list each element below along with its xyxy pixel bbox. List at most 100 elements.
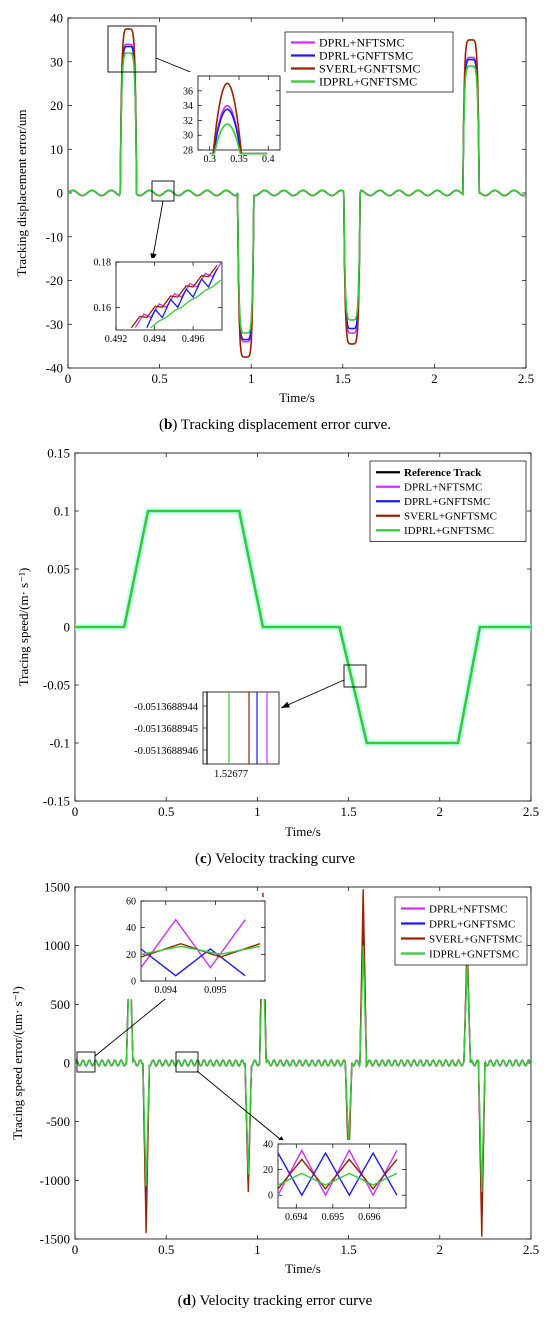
b-inset2-xtick-label: 0.492 — [105, 334, 128, 345]
b-inset1-ytick-label: 30 — [183, 131, 193, 142]
c-ytick-label: 0.1 — [54, 504, 70, 519]
d-ytick-label: -1000 — [40, 1173, 70, 1188]
caption-d: (d) Velocity tracking error curve — [177, 1293, 373, 1309]
d-legend-label: SVERL+GNFTSMC — [429, 933, 522, 945]
d-inset1-ytick-label: 20 — [126, 950, 136, 961]
b-inset2-frame — [115, 261, 223, 331]
d-inset2-xtick-label: 0.696 — [358, 1212, 381, 1223]
d-inset1-frame — [140, 900, 266, 982]
d-inset1-xtick-label: 0.094 — [155, 985, 178, 996]
c-ytick-label: -0.05 — [43, 678, 70, 693]
c-xtick-label: 0 — [72, 804, 79, 819]
b-inset2-ytick-label: 0.16 — [94, 303, 112, 314]
c-legend-label: Reference Track — [404, 467, 482, 479]
c-inset-ytick-label: -0.0513688945 — [134, 724, 198, 735]
c-xtick-label: 2.5 — [523, 804, 539, 819]
c-inset-xtick-label: 1.52677 — [214, 769, 248, 780]
d-inset2-ytick-label: 20 — [263, 1165, 273, 1176]
d-ytick-label: 500 — [51, 997, 71, 1012]
b-inset1-xtick-label: 0.4 — [262, 154, 275, 165]
b-xtick-label: 2.5 — [518, 371, 534, 386]
b-legend-label: SVERL+GNFTSMC — [319, 62, 420, 76]
b-xtick-label: 0 — [65, 371, 72, 386]
b-series-line — [67, 52, 527, 334]
d-inset1-xtick-label: 0.095 — [204, 985, 227, 996]
c-series-line — [75, 509, 531, 745]
c-legend-label: SVERL+GNFTSMC — [404, 511, 497, 523]
d-xtick-label: 0.5 — [158, 1242, 174, 1257]
d-inset1-ytick-label: 60 — [126, 897, 136, 908]
b-inset1-ytick-label: 36 — [183, 86, 193, 97]
b-inset2-line — [130, 265, 218, 329]
b-legend-label: IDPRL+GNFTSMC — [319, 75, 417, 89]
b-xtick-label: 1.5 — [335, 371, 351, 386]
d-xtick-label: 1 — [254, 1242, 261, 1257]
d-inset2-ytick-label: 0 — [268, 1191, 273, 1202]
b-ytick-label: 0 — [57, 186, 64, 201]
d-inset1-line — [140, 945, 261, 956]
b-ytick-label: -20 — [46, 273, 63, 288]
b-inset1-xtick-label: 0.3 — [203, 154, 216, 165]
b-ytick-label: -10 — [46, 229, 63, 244]
b-inset2-line — [146, 268, 218, 328]
d-inset2-xtick-label: 0.695 — [322, 1212, 345, 1223]
d-ytick-label: -1500 — [40, 1232, 70, 1247]
b-inset1-xtick-label: 0.35 — [230, 154, 248, 165]
c-inset-frame — [202, 691, 280, 765]
b-inset1-ytick-label: 32 — [183, 116, 193, 127]
c-ytick-label: 0.05 — [47, 562, 70, 577]
d-xtick-label: 1.5 — [340, 1242, 356, 1257]
b-ytick-label: -30 — [46, 317, 63, 332]
c-xtick-label: 1.5 — [340, 804, 356, 819]
b-inset1-line — [209, 123, 268, 155]
d-zoom-box-2 — [175, 1051, 199, 1073]
d-inset2-line — [277, 1172, 398, 1186]
d-inset1-line — [140, 918, 246, 969]
d-zoom-arrow-2 — [196, 1070, 287, 1145]
d-ytick-label: 0 — [64, 1056, 71, 1071]
b-inset1-bg — [164, 72, 286, 172]
caption-b: (b) Tracking displacement error curve. — [158, 417, 392, 433]
c-xlabel: Time/s — [285, 824, 321, 839]
d-inset1-ytick-label: 40 — [126, 923, 136, 934]
c-ytick-label: 0 — [64, 620, 71, 635]
d-inset2-line — [277, 1158, 398, 1190]
b-ytick-label: 10 — [50, 142, 63, 157]
d-inset2-frame — [277, 1143, 407, 1209]
c-legend-label: DPRL+GNFTSMC — [404, 496, 490, 508]
b-ylabel: Tracking displacement error/um — [14, 109, 29, 276]
d-ytick-label: 1500 — [44, 880, 70, 895]
b-ytick-label: 30 — [50, 54, 63, 69]
c-xtick-label: 2 — [437, 804, 444, 819]
b-xtick-label: 1 — [248, 371, 255, 386]
c-xtick-label: 1 — [254, 804, 261, 819]
c-ytick-label: 0.15 — [47, 446, 70, 461]
d-zoom-box-1 — [76, 1051, 96, 1073]
d-xtick-label: 2.5 — [523, 1242, 539, 1257]
b-inset2-line — [150, 279, 222, 329]
b-inset2-line — [134, 262, 222, 329]
d-legend-label: DPRL+GNFTSMC — [429, 918, 515, 930]
b-ytick-label: 40 — [50, 11, 63, 26]
b-inset2-xtick-label: 0.496 — [182, 334, 205, 345]
b-legend-label: DPRL+NFTSMC — [319, 36, 404, 50]
b-ytick-label: -40 — [46, 361, 63, 376]
b-ytick-label: 20 — [50, 98, 63, 113]
d-inset2-ytick-label: 40 — [263, 1140, 273, 1151]
b-inset2-xtick-label: 0.494 — [143, 334, 166, 345]
d-ytick-label: 1000 — [44, 938, 70, 953]
d-inset1-ytick-label: 0 — [131, 977, 136, 988]
b-inset1-ytick-label: 34 — [183, 101, 193, 112]
d-inset1-line — [140, 948, 246, 977]
b-zoom-arrow-2 — [151, 200, 164, 263]
d-legend-label: IDPRL+GNFTSMC — [429, 948, 519, 960]
c-inset-ytick-label: -0.0513688946 — [134, 746, 198, 757]
b-xtick-label: 2 — [431, 371, 438, 386]
c-ytick-label: -0.15 — [43, 794, 70, 809]
d-ylabel: Tracing speed error/(um· s⁻¹) — [10, 986, 25, 1140]
c-xtick-label: 0.5 — [158, 804, 174, 819]
b-xlabel: Time/s — [279, 390, 315, 405]
c-legend-label: DPRL+NFTSMC — [404, 482, 482, 494]
c-legend-label: IDPRL+GNFTSMC — [404, 525, 494, 537]
d-series-line — [74, 945, 532, 1193]
